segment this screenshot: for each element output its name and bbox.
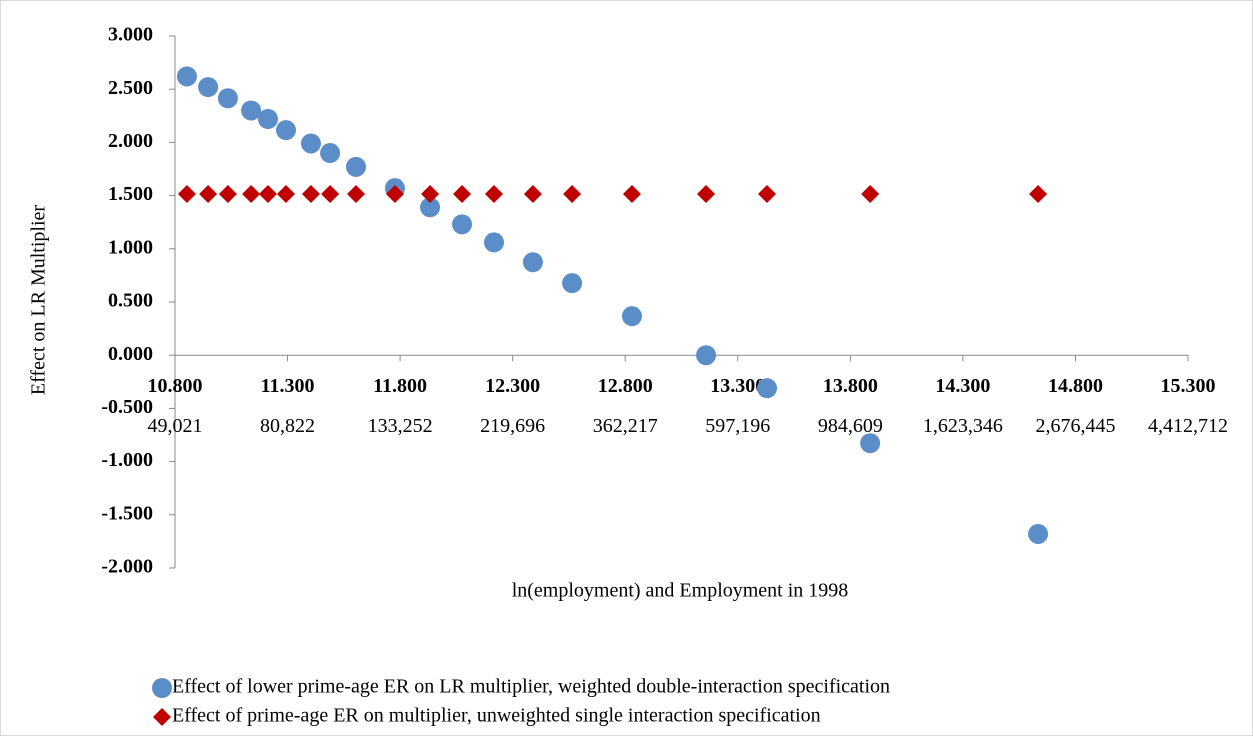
- diamond-marker: [177, 185, 196, 204]
- x-tick-secondary-label: 4,412,712: [1148, 415, 1228, 437]
- circle-marker: [320, 143, 341, 164]
- x-axis-title: ln(employment) and Employment in 1998: [512, 580, 849, 602]
- diamond-marker: [622, 185, 641, 204]
- diamond-marker: [421, 185, 440, 204]
- diamond-marker: [697, 185, 716, 204]
- x-tick-secondary-label: 219,696: [480, 415, 545, 437]
- diamond-marker: [385, 185, 404, 204]
- x-tick-label: 11.300: [261, 375, 315, 397]
- diamond-marker: [258, 185, 277, 204]
- x-tick-secondary-label: 597,196: [705, 415, 770, 437]
- y-tick-label: -0.500: [101, 396, 153, 418]
- y-tick-label: 0.500: [108, 290, 153, 312]
- x-tick-secondary-label: 1,623,346: [923, 415, 1003, 437]
- x-tick-label: 14.800: [1048, 375, 1103, 397]
- y-tick-label: -1.000: [101, 449, 153, 471]
- diamond-marker: [301, 185, 320, 204]
- circle-marker: [483, 232, 504, 253]
- diamond-marker: [563, 185, 582, 204]
- circle-marker: [860, 433, 881, 454]
- x-tick-label: 11.800: [373, 375, 427, 397]
- x-tick-label: 15.300: [1161, 375, 1216, 397]
- circle-marker: [452, 214, 473, 235]
- circle-marker: [275, 120, 296, 141]
- diamond-marker: [199, 185, 218, 204]
- x-tick-secondary-label: 362,217: [593, 415, 658, 437]
- x-tick-secondary-label: 2,676,445: [1035, 415, 1115, 437]
- circle-marker: [300, 133, 321, 154]
- legend-label: Effect of lower prime-age ER on LR multi…: [172, 676, 890, 698]
- x-tick-label: 10.800: [148, 375, 203, 397]
- diamond-marker: [484, 185, 503, 204]
- circle-marker: [345, 156, 366, 177]
- circle-marker: [176, 66, 197, 87]
- x-tick-secondary-label: 133,252: [368, 415, 433, 437]
- diamond-marker: [453, 185, 472, 204]
- circle-marker: [198, 77, 219, 98]
- diamond-marker: [1029, 185, 1048, 204]
- y-tick-label: 3.000: [108, 24, 153, 46]
- x-tick-label: 12.800: [598, 375, 653, 397]
- diamond-marker: [321, 185, 340, 204]
- diamond-marker: [523, 185, 542, 204]
- y-tick-label: 2.500: [108, 77, 153, 99]
- diamond-marker: [218, 185, 237, 204]
- diamond-marker: [242, 185, 261, 204]
- x-tick-label: 12.300: [485, 375, 540, 397]
- y-tick-label: 2.000: [108, 130, 153, 152]
- y-tick-label: 1.500: [108, 183, 153, 205]
- circle-marker: [696, 345, 717, 366]
- circle-marker: [257, 108, 278, 129]
- circle-marker: [621, 306, 642, 327]
- y-axis-title: Effect on LR Multiplier: [28, 205, 50, 395]
- x-tick-label: 14.300: [935, 375, 990, 397]
- diamond-marker: [276, 185, 295, 204]
- circle-marker: [152, 678, 172, 698]
- circle-marker: [217, 88, 238, 109]
- circle-marker: [522, 252, 543, 273]
- diamond-marker: [346, 185, 365, 204]
- x-tick-secondary-label: 49,021: [148, 415, 203, 437]
- circle-marker: [241, 100, 262, 121]
- circle-marker: [420, 197, 441, 218]
- circle-marker: [562, 273, 583, 294]
- circle-marker: [1028, 523, 1049, 544]
- diamond-marker: [758, 185, 777, 204]
- x-tick-label: 13.800: [823, 375, 878, 397]
- circle-marker: [757, 378, 778, 399]
- y-tick-label: -1.500: [101, 502, 153, 524]
- y-tick-label: 0.000: [108, 343, 153, 365]
- y-tick-label: 1.000: [108, 236, 153, 258]
- x-tick-secondary-label: 984,609: [818, 415, 883, 437]
- diamond-marker: [861, 185, 880, 204]
- legend-label: Effect of prime-age ER on multiplier, un…: [172, 705, 821, 727]
- y-tick-label: -2.000: [101, 556, 153, 578]
- x-tick-secondary-label: 80,822: [260, 415, 315, 437]
- diamond-marker: [153, 708, 171, 726]
- x-tick-label: 13.300: [710, 375, 765, 397]
